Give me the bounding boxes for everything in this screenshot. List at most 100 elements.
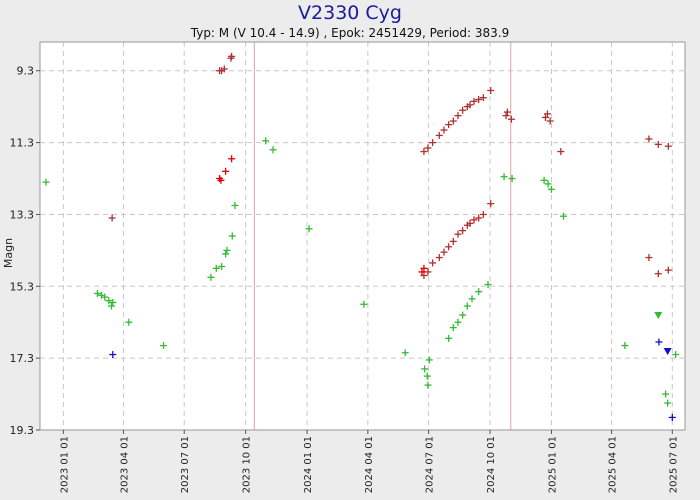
x-tick-label: 2025 07 01 xyxy=(668,436,679,493)
observation-plus-marker xyxy=(475,214,483,222)
observation-plus-marker xyxy=(435,131,443,139)
observation-plus-marker xyxy=(654,140,662,148)
x-tick-label: 2023 07 01 xyxy=(180,436,191,493)
observation-plus-marker xyxy=(672,351,680,359)
observation-plus-marker xyxy=(222,250,230,258)
x-tick-label: 2024 01 01 xyxy=(303,436,314,493)
observation-plus-marker xyxy=(466,101,474,109)
observation-plus-marker xyxy=(479,94,487,102)
observation-plus-marker xyxy=(420,264,428,272)
observation-plus-marker xyxy=(668,413,676,421)
observation-plus-marker xyxy=(543,110,551,118)
observation-plus-marker xyxy=(262,137,270,145)
observation-plus-marker xyxy=(459,227,467,235)
observation-plus-marker xyxy=(418,268,426,276)
observation-plus-marker xyxy=(557,148,565,156)
observation-plus-marker xyxy=(223,246,231,254)
y-axis-ticks: 9.3 11.3 13.3 15.3 17.3 19.3 xyxy=(10,65,40,437)
observation-plus-marker xyxy=(454,230,462,238)
observation-plus-marker xyxy=(547,185,555,193)
observation-plus-marker xyxy=(105,297,113,305)
observation-plus-marker xyxy=(425,356,433,364)
observation-plus-marker xyxy=(217,176,225,184)
plot-background xyxy=(40,42,685,430)
observation-plus-marker xyxy=(544,180,552,188)
observation-plus-marker xyxy=(664,142,672,150)
y-tick-label: 19.3 xyxy=(10,424,35,437)
observation-plus-marker xyxy=(645,254,653,262)
x-tick-label: 2024 04 01 xyxy=(364,436,375,493)
observation-plus-marker xyxy=(475,288,483,296)
plot-area xyxy=(39,41,686,431)
observation-plus-marker xyxy=(228,232,236,240)
observation-plus-marker xyxy=(269,146,277,154)
observation-plus-marker xyxy=(484,281,492,288)
observation-plus-marker xyxy=(207,273,215,281)
observation-triangle-marker xyxy=(663,347,672,355)
data-points xyxy=(42,52,680,421)
observation-plus-marker xyxy=(421,365,429,373)
observation-plus-marker xyxy=(664,399,672,407)
observation-plus-marker xyxy=(445,121,453,129)
observation-plus-marker xyxy=(454,112,462,120)
observation-plus-marker xyxy=(540,176,548,184)
observation-plus-marker xyxy=(228,155,236,163)
x-tick-label: 2023 01 01 xyxy=(59,436,70,493)
observation-plus-marker xyxy=(475,95,483,103)
observation-plus-marker xyxy=(109,351,117,359)
observation-plus-marker xyxy=(502,112,510,120)
observation-plus-marker xyxy=(109,298,117,306)
observation-plus-marker xyxy=(424,144,432,152)
observation-plus-marker xyxy=(645,135,653,143)
observation-plus-marker xyxy=(360,300,368,308)
observation-plus-marker xyxy=(212,264,220,272)
observation-plus-marker xyxy=(559,212,567,220)
x-axis-ticks: 2023 01 01 2023 04 01 2023 07 01 2023 10 01… xyxy=(59,430,679,493)
observation-plus-marker xyxy=(459,311,467,319)
observation-plus-marker xyxy=(440,126,448,134)
chart-subtitle: Typ: M (V 10.4 - 14.9) , Epok: 2451429, … xyxy=(190,26,509,40)
observation-plus-marker xyxy=(305,225,313,233)
observation-plus-marker xyxy=(449,237,457,245)
observation-plus-marker xyxy=(424,268,432,276)
observation-plus-marker xyxy=(423,372,431,380)
observation-plus-marker xyxy=(101,293,109,301)
observation-plus-marker xyxy=(546,117,554,125)
observation-plus-marker xyxy=(454,318,462,326)
observation-plus-marker xyxy=(507,115,515,123)
observation-plus-marker xyxy=(228,52,236,60)
observation-plus-marker xyxy=(463,302,471,310)
observation-plus-marker xyxy=(445,243,453,251)
observation-plus-marker xyxy=(440,248,448,256)
y-axis-label: Magn xyxy=(2,238,15,268)
observation-plus-marker xyxy=(449,324,457,332)
observation-plus-marker xyxy=(466,219,474,227)
observation-plus-marker xyxy=(125,318,133,326)
observation-plus-marker xyxy=(468,295,476,303)
observation-plus-marker xyxy=(664,266,672,274)
x-tick-label: 2023 04 01 xyxy=(119,436,130,493)
observation-plus-marker xyxy=(503,108,511,116)
x-tick-label: 2025 01 01 xyxy=(547,436,558,493)
chart-title: V2330 Cyg xyxy=(298,2,402,24)
observation-plus-marker xyxy=(500,173,508,181)
observation-plus-marker xyxy=(222,167,230,175)
observation-plus-marker xyxy=(218,263,226,271)
observation-plus-marker xyxy=(479,210,487,218)
observation-plus-marker xyxy=(160,342,168,350)
x-tick-label: 2024 10 01 xyxy=(486,436,497,493)
observation-plus-marker xyxy=(220,65,228,73)
observation-plus-marker xyxy=(435,254,443,262)
observation-plus-marker xyxy=(621,342,629,350)
observation-plus-marker xyxy=(401,349,409,357)
y-tick-label: 9.3 xyxy=(17,65,35,78)
observation-triangle-marker xyxy=(654,312,663,320)
observation-plus-marker xyxy=(459,106,467,114)
observation-plus-marker xyxy=(420,272,428,280)
observation-plus-marker xyxy=(445,334,453,342)
y-tick-label: 11.3 xyxy=(10,137,35,150)
y-tick-label: 13.3 xyxy=(10,208,35,221)
observation-plus-marker xyxy=(470,216,478,224)
observation-plus-marker xyxy=(42,178,50,186)
